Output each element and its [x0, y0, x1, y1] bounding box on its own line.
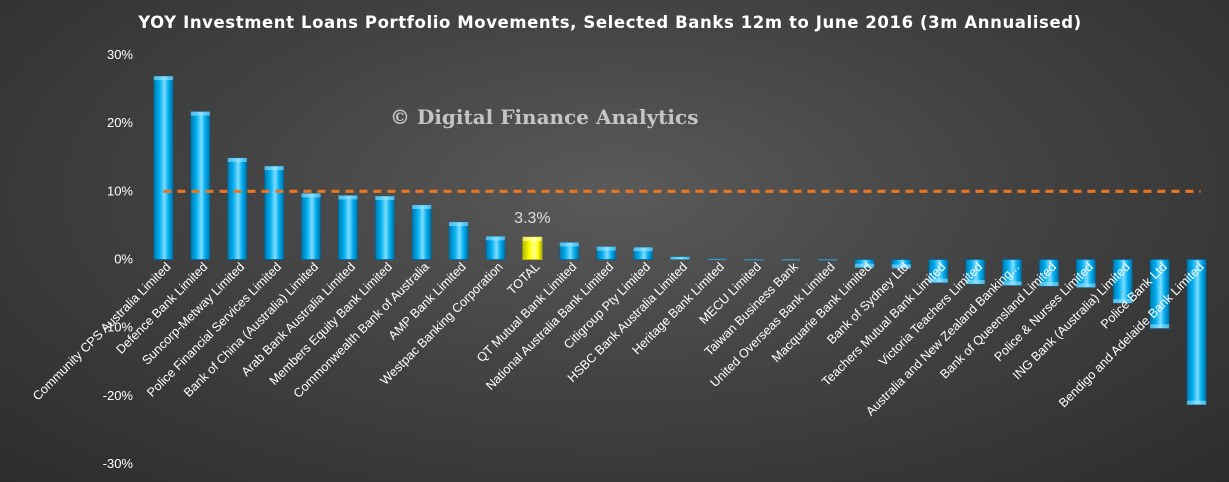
bar — [374, 195, 395, 260]
bar-cap — [817, 259, 838, 261]
watermark: © Digital Finance Analytics — [390, 105, 698, 129]
bar-cap — [338, 195, 358, 200]
data-label: 3.3% — [514, 210, 550, 227]
bar-cap — [633, 247, 653, 252]
bar-cap — [965, 280, 985, 285]
y-tick-label: 20% — [107, 115, 133, 130]
bar-cap — [190, 111, 210, 116]
y-tick-label: -20% — [103, 388, 134, 403]
bar-cap — [1039, 282, 1059, 287]
bar — [411, 204, 432, 260]
bar-cap — [412, 204, 432, 209]
bar-cap — [227, 157, 247, 162]
bar-cap — [1150, 324, 1170, 329]
bar-cap — [449, 222, 469, 227]
bar — [190, 111, 211, 260]
bar-cap — [153, 76, 174, 81]
bar-cap — [264, 166, 284, 171]
bar-cap — [1002, 281, 1022, 286]
chart-title: YOY Investment Loans Portfolio Movements… — [137, 13, 1082, 32]
bar — [448, 221, 469, 260]
bar-cap — [854, 263, 875, 268]
bar-cap — [744, 259, 764, 261]
category-label: Police Financial Services Limited — [144, 260, 284, 400]
bar-cap — [707, 258, 727, 260]
y-tick-label: -10% — [103, 320, 134, 335]
bar-cap — [485, 236, 506, 241]
category-label: Commonwealth Bank of Australia — [291, 260, 432, 401]
bar — [301, 193, 321, 260]
bar-cap — [670, 256, 690, 260]
bar-cap — [522, 237, 543, 242]
y-tick-label: 0% — [114, 252, 133, 267]
bar — [338, 195, 358, 260]
bar-cap — [1113, 299, 1133, 304]
y-axis: 30% 20% 10% 0% -10% -20% -30% — [103, 47, 134, 471]
bar-cap — [1076, 283, 1096, 288]
category-label: Bank of China (Australia) Limited — [181, 260, 321, 400]
bar-cap — [781, 259, 801, 261]
bar-cap — [559, 242, 579, 247]
y-tick-label: 30% — [107, 47, 133, 62]
bar — [153, 75, 174, 260]
y-tick-label: 10% — [107, 183, 133, 198]
bar-cap — [891, 264, 911, 269]
bar-cap — [596, 246, 616, 251]
bar-cap — [301, 193, 321, 198]
bar-cap — [1186, 400, 1207, 405]
bar — [264, 165, 285, 260]
bar — [227, 157, 248, 260]
y-tick-label: -30% — [103, 456, 134, 471]
bar-cap — [375, 196, 395, 201]
bars-layer: 3.3% — [153, 75, 1207, 405]
bar-cap — [928, 278, 948, 283]
